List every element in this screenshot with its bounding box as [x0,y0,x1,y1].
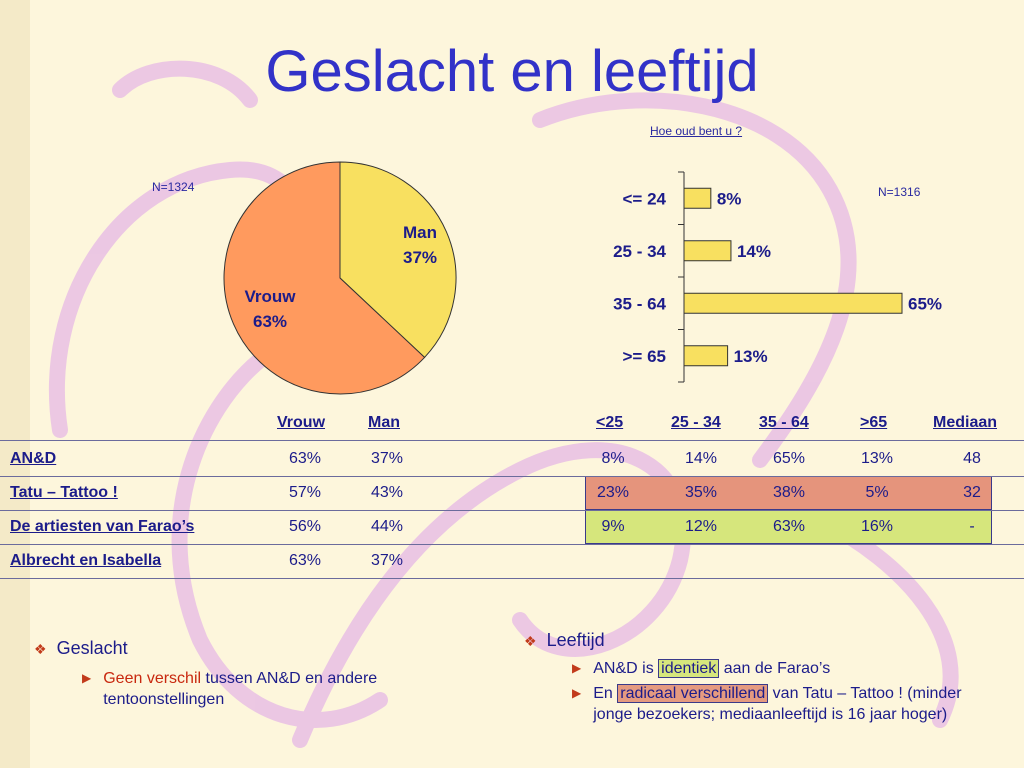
highlight-identiek: identiek [658,659,720,678]
cell: 23% [596,484,630,501]
cell: 9% [601,518,625,535]
note-text: AN&D is [593,660,659,677]
cell: 48 [963,450,981,467]
header-mediaan: Mediaan [933,414,998,431]
cell: 16% [860,518,894,535]
bar-category-label: >= 65 [623,347,667,366]
pie-chart: Man 37% Vrouw 63% [223,161,457,395]
cell: 14% [684,450,718,467]
pie-slice-name: Man [403,223,437,242]
cell: 38% [772,484,806,501]
farao-row-highlight [585,510,992,544]
bar-category-label: <= 24 [623,189,667,208]
cell: 56% [288,518,322,535]
charts-area: Man 37% Vrouw 63% <= 24 8% 25 - 34 14% 35 - 64 6… [223,161,942,395]
header-man: Man [368,414,400,431]
bar-2 [683,292,903,314]
table-divider [0,476,1024,477]
bar-category-label: 35 - 64 [613,294,666,313]
header-gt65: >65 [860,414,888,431]
bar-category-label: 25 - 34 [613,242,666,261]
bar-value-label: 65% [908,294,942,313]
triangle-bullet-icon: ▶ [82,671,92,685]
age-bar-chart: <= 24 8% 25 - 34 14% 35 - 64 65% >= 65 13% [613,171,942,383]
cell: 32 [963,484,981,501]
bar-1 [683,240,732,262]
cell: 43% [370,484,404,501]
row-label: De artiesten van Farao’s [10,518,195,535]
note-emphasis: Geen verschil [103,670,202,687]
row-label: Albrecht en Isabella [10,552,162,569]
cell: 37% [370,552,404,569]
cell: 35% [684,484,718,501]
row-label: AN&D [10,450,57,467]
pie-slice-label: 63% [253,312,287,331]
diamond-bullet-icon: ❖ [34,641,47,657]
header-35-64: 35 - 64 [759,414,809,431]
bar-value-label: 14% [737,242,771,261]
cell: - [969,518,975,535]
cell: 63% [772,518,806,535]
page-title: Geslacht en leeftijd [265,39,759,104]
bar-chart-title: Hoe oud bent u ? [650,124,743,138]
cell: 8% [601,450,625,467]
cell: 12% [684,518,718,535]
table-divider [0,510,1024,511]
triangle-bullet-icon: ▶ [572,661,582,675]
table-divider [0,544,1024,545]
triangle-bullet-icon: ▶ [572,686,582,700]
note-heading: Geslacht [56,638,128,658]
cell: 63% [288,552,322,569]
highlight-radicaal: radicaal verschillend [617,684,769,703]
row-label: Tatu – Tattoo ! [10,484,118,501]
pie-slice-vrouw [223,161,426,395]
cell: 5% [865,484,889,501]
table-divider [0,578,1024,579]
table-divider [0,440,1024,441]
note-text: aan de Farao’s [719,660,831,677]
bar-n-label: N=1316 [878,185,921,199]
cell: 13% [860,450,894,467]
header-25-34: 25 - 34 [671,414,721,431]
notes-leeftijd: ❖ Leeftijd ▶ AN&D is identiek aan de Fara… [524,630,1014,725]
tatu-row-highlight [585,476,992,510]
note-text: En [593,685,618,702]
cell: 65% [772,450,806,467]
bar-value-label: 13% [734,347,768,366]
notes-geslacht: ❖ Geslacht ▶ Geen verschil tussen AN&D en… [34,638,404,710]
header-lt25: <25 [596,414,624,431]
note-text: tussen AN&D en andere tentoonstellingen [103,670,378,708]
header-vrouw: Vrouw [277,414,326,431]
pie-slice-man [339,161,457,359]
bar-value-label: 8% [717,189,742,208]
bar-0 [683,187,712,209]
cell: 57% [288,484,322,501]
pie-slice-name: Vrouw [244,287,296,306]
note-text: van Tatu – Tattoo ! (minder jonge bezoek… [593,685,962,723]
cell: 37% [370,450,404,467]
note-heading: Leeftijd [546,630,605,650]
cell: 44% [370,518,404,535]
diamond-bullet-icon: ❖ [524,633,537,649]
pie-slice-label: 37% [403,248,437,267]
pie-n-label: N=1324 [152,180,195,194]
cell: 63% [288,450,322,467]
bar-3 [683,345,729,367]
